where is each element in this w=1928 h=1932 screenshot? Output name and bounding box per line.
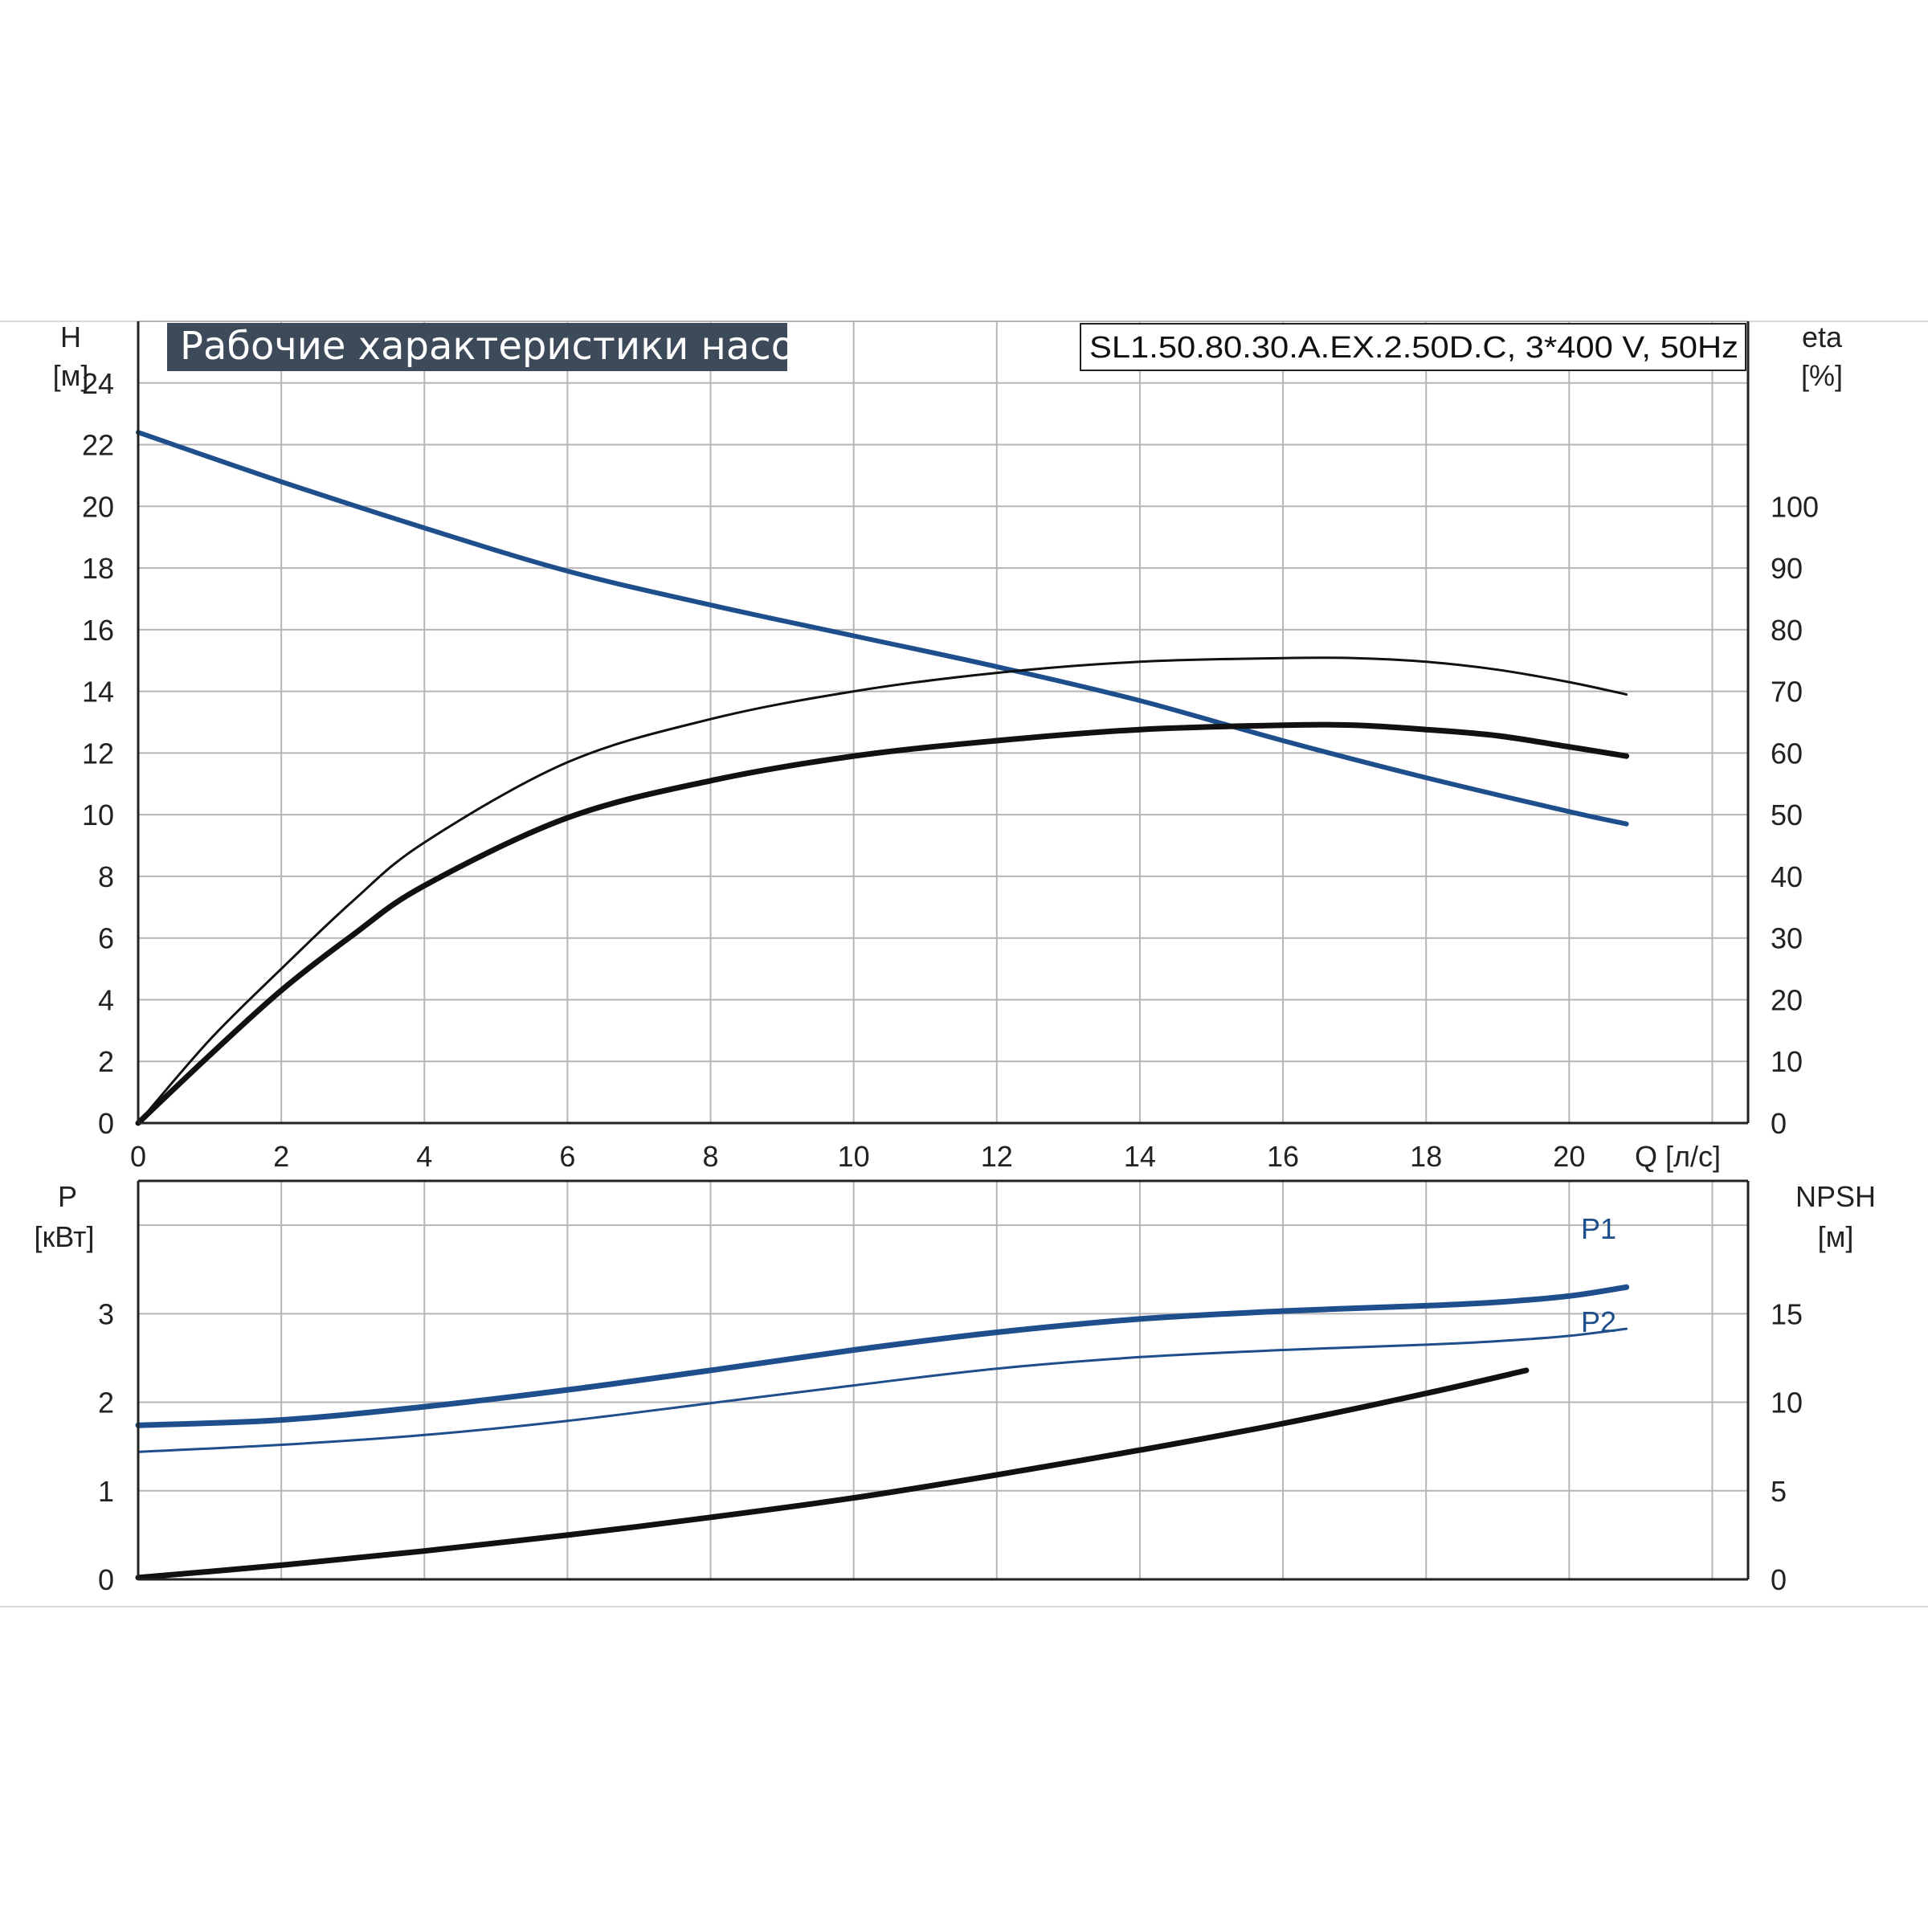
h-axis-unit: [м] <box>53 359 89 392</box>
eta-tick-label: 70 <box>1771 676 1803 709</box>
series-line-h <box>136 430 1629 827</box>
npsh-axis-unit: [м] <box>1818 1220 1854 1253</box>
model-box <box>1080 323 1746 371</box>
x-tick-label: 6 <box>559 1140 575 1173</box>
p-tick-label: 2 <box>98 1387 114 1419</box>
x-tick-label: 0 <box>130 1140 146 1173</box>
npsh-tick-label: 5 <box>1771 1475 1787 1508</box>
h-tick-label: 8 <box>98 860 114 893</box>
npsh-tick-label: 10 <box>1771 1387 1803 1419</box>
tick-labels: 0 2 4 6 8 10 12 14 16 18 2002468101214161820222401… <box>82 367 1819 1596</box>
h-axis-label: H <box>60 321 81 353</box>
x-tick-label: 16 <box>1267 1140 1299 1173</box>
x-tick-label: 4 <box>416 1140 432 1173</box>
h-tick-label: 20 <box>82 490 114 523</box>
eta-tick-label: 100 <box>1771 490 1819 523</box>
model-label: SL1.50.80.30.A.EX.2.50D.C, 3*400 V, 50Hz <box>1089 331 1738 365</box>
p-tick-label: 0 <box>98 1563 114 1596</box>
h-tick-label: 22 <box>82 429 114 462</box>
h-tick-label: 18 <box>82 552 114 585</box>
bottom-panel-frame <box>137 1179 1750 1581</box>
h-tick-label: 24 <box>82 367 114 400</box>
series-label-p2: P2 <box>1581 1305 1616 1338</box>
p-axis-unit: [кВт] <box>34 1220 94 1253</box>
eta-tick-label: 30 <box>1771 922 1803 955</box>
series-label-p1: P1 <box>1581 1212 1616 1245</box>
series-line-npsh <box>135 1367 1530 1581</box>
eta-tick-label: 50 <box>1771 799 1803 831</box>
chart-title: Рабочие характеристики насоса <box>180 324 839 369</box>
q-axis-label: Q [л/с] <box>1635 1140 1721 1173</box>
x-tick-label: 20 <box>1553 1140 1585 1173</box>
eta-tick-label: 20 <box>1771 983 1803 1016</box>
bottom-panel-series <box>135 1284 1630 1581</box>
chart-title-box <box>167 323 787 371</box>
series-line-eta-thin <box>137 656 1628 1125</box>
x-tick-label: 10 <box>838 1140 870 1173</box>
eta-tick-label: 0 <box>1771 1107 1787 1140</box>
series-line-eta-thick <box>135 721 1630 1126</box>
series-line-p2 <box>137 1327 1628 1453</box>
eta-axis-label: eta <box>1802 321 1843 353</box>
h-tick-label: 6 <box>98 922 114 955</box>
h-tick-label: 4 <box>98 983 114 1016</box>
top-panel-series <box>135 430 1630 1126</box>
x-tick-label: 2 <box>273 1140 289 1173</box>
h-tick-label: 0 <box>98 1107 114 1140</box>
eta-tick-label: 10 <box>1771 1045 1803 1078</box>
p-tick-label: 3 <box>98 1297 114 1330</box>
h-tick-label: 14 <box>82 676 114 709</box>
eta-tick-label: 60 <box>1771 737 1803 770</box>
x-tick-label: 18 <box>1410 1140 1442 1173</box>
h-tick-label: 2 <box>98 1045 114 1078</box>
eta-tick-label: 80 <box>1771 614 1803 647</box>
x-tick-label: 8 <box>703 1140 719 1173</box>
x-tick-label: 12 <box>981 1140 1013 1173</box>
eta-tick-label: 40 <box>1771 860 1803 893</box>
h-tick-label: 16 <box>82 614 114 647</box>
eta-axis-unit: [%] <box>1801 359 1843 392</box>
series-line-p1 <box>135 1284 1630 1428</box>
npsh-axis-label: NPSH <box>1795 1180 1876 1213</box>
bottom-panel-grid <box>138 1181 1748 1579</box>
x-tick-label: 14 <box>1124 1140 1156 1173</box>
top-panel-grid <box>138 321 1748 1123</box>
p-axis-label: P <box>58 1180 77 1213</box>
top-panel-frame <box>137 321 1750 1125</box>
eta-tick-label: 90 <box>1771 552 1803 585</box>
h-tick-label: 12 <box>82 737 114 770</box>
p-tick-label: 1 <box>98 1475 114 1508</box>
npsh-tick-label: 15 <box>1771 1297 1803 1330</box>
npsh-tick-label: 0 <box>1771 1563 1787 1596</box>
h-tick-label: 10 <box>82 799 114 831</box>
